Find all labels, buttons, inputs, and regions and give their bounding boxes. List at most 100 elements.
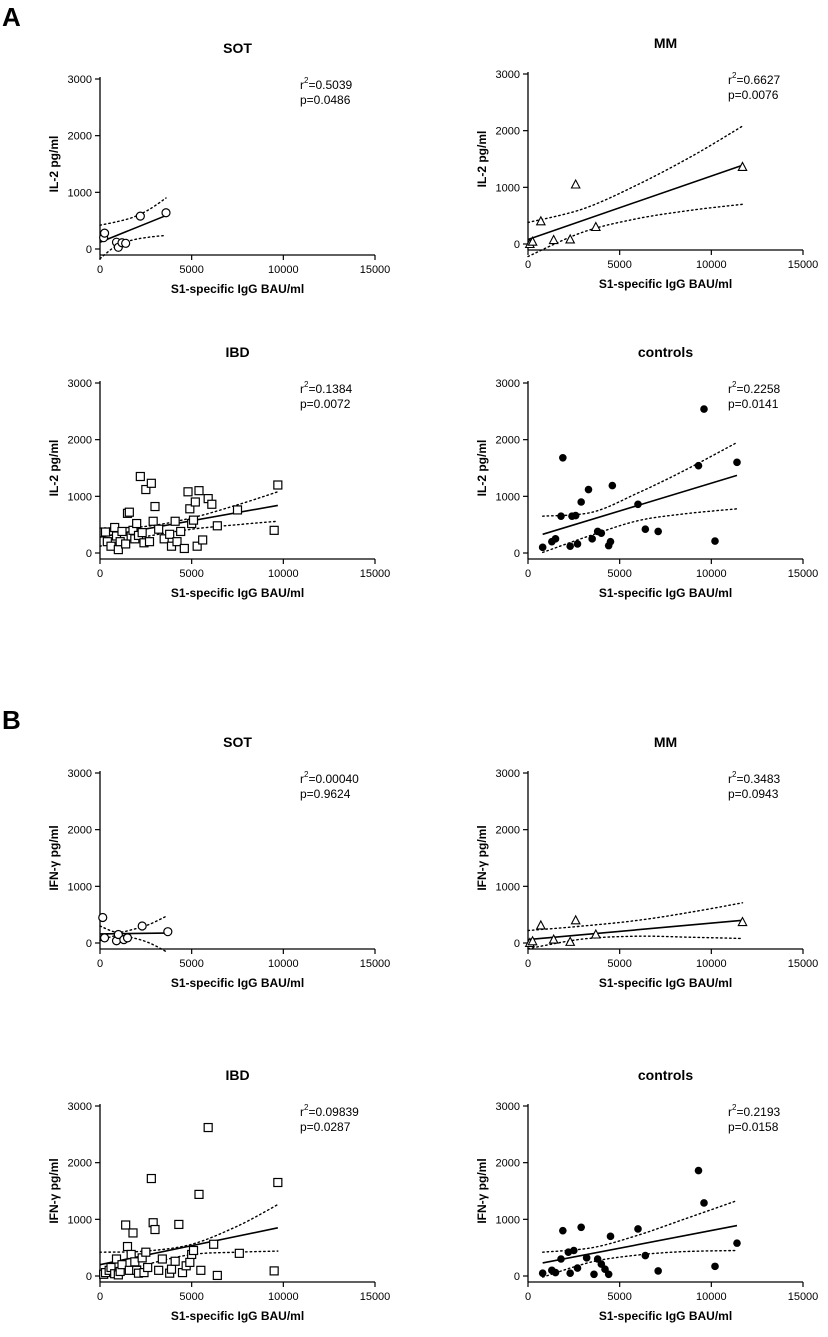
data-point xyxy=(135,211,145,221)
y-tick-label: 2000 xyxy=(496,126,520,138)
data-point xyxy=(128,1228,138,1238)
r-symbol: r xyxy=(728,772,732,786)
data-point xyxy=(269,1266,279,1276)
data-point xyxy=(551,535,560,543)
chart-title: IBD xyxy=(225,344,249,360)
data-point xyxy=(146,478,156,488)
r-superscript: 2 xyxy=(304,380,309,389)
r-superscript: 2 xyxy=(732,1103,737,1112)
data-point xyxy=(548,933,559,944)
ci-upper-curve xyxy=(542,441,738,517)
y-tick-label: 1000 xyxy=(68,187,92,199)
data-point xyxy=(176,526,186,537)
y-tick-label: 2000 xyxy=(496,435,520,447)
data-point xyxy=(582,1254,591,1262)
y-axis-label: IFN-γ pg/ml xyxy=(47,1158,61,1223)
data-point xyxy=(137,528,147,538)
y-tick-label: 3000 xyxy=(68,1101,92,1113)
x-axis-label: S1-specific IgG BAU/ml xyxy=(171,976,304,990)
x-tick-label: 0 xyxy=(525,568,531,580)
x-tick-label: 10000 xyxy=(696,958,727,970)
data-point xyxy=(577,1223,585,1232)
r-squared-value: =0.2258 xyxy=(736,382,780,396)
r-squared-label: r2=0.3483 xyxy=(728,770,780,786)
x-tick-label: 0 xyxy=(97,568,103,580)
data-point xyxy=(232,505,243,515)
data-point xyxy=(185,1257,195,1267)
data-point xyxy=(694,461,703,470)
x-tick-label: 15000 xyxy=(788,568,819,580)
data-point xyxy=(143,1262,153,1273)
data-point xyxy=(604,1270,613,1279)
r-squared-label: r2=0.5039 xyxy=(300,76,352,92)
data-point xyxy=(551,1268,560,1277)
x-tick-label: 0 xyxy=(525,958,531,970)
data-point xyxy=(733,1239,741,1247)
data-point xyxy=(634,1225,642,1233)
data-point xyxy=(192,541,202,551)
plot-ifng-sot: SOT 0 1000 2000 3000 0 5000 10000 15000 S1-specif… xyxy=(40,729,390,990)
data-point xyxy=(570,914,581,925)
data-point xyxy=(590,928,601,939)
data-point xyxy=(606,1232,615,1241)
data-point xyxy=(188,515,199,525)
panel-letter-b: B xyxy=(2,705,21,735)
chart-svg: MM 0 1000 2000 3000 0 5000 10000 15000 S1-specifi… xyxy=(475,35,818,291)
data-point xyxy=(161,208,171,218)
y-tick-label: 2000 xyxy=(68,1158,92,1170)
x-tick-label: 15000 xyxy=(360,958,391,970)
data-point xyxy=(141,484,151,495)
data-point xyxy=(538,1269,547,1277)
y-tick-label: 3000 xyxy=(496,69,520,81)
data-point xyxy=(203,1122,213,1133)
ci-upper-curve xyxy=(527,902,744,932)
regression-line xyxy=(99,214,167,243)
data-point xyxy=(146,1173,156,1184)
x-tick-label: 0 xyxy=(525,259,531,271)
r-superscript: 2 xyxy=(732,770,737,779)
data-point xyxy=(559,454,567,462)
data-point xyxy=(154,1265,164,1275)
data-point xyxy=(577,498,585,506)
x-tick-label: 10000 xyxy=(696,1291,727,1303)
data-point xyxy=(166,1264,177,1274)
data-point xyxy=(737,161,748,171)
data-point xyxy=(212,1270,222,1281)
x-axis-label: S1-specific IgG BAU/ml xyxy=(599,277,732,291)
plot-ifng-controls: controls 0 1000 2000 3000 0 5000 10000 15000 S1-s… xyxy=(468,1062,818,1323)
regression-line xyxy=(99,932,167,935)
chart-svg: SOT 0 1000 2000 3000 0 5000 10000 15000 S1-specif… xyxy=(47,734,390,990)
data-point xyxy=(99,933,110,943)
data-point xyxy=(273,480,283,490)
data-point xyxy=(113,929,123,940)
plot-il2-controls: controls 0 1000 2000 3000 0 5000 10000 15000 S1-s… xyxy=(468,339,818,600)
chart-title: controls xyxy=(638,1067,693,1083)
data-point xyxy=(559,1226,567,1235)
data-point xyxy=(234,1248,244,1258)
data-point xyxy=(99,228,110,238)
data-point xyxy=(641,525,650,533)
p-value-label: p=0.9624 xyxy=(300,787,351,801)
y-tick-label: 0 xyxy=(514,1271,520,1283)
y-axis-label: IFN-γ pg/ml xyxy=(47,825,61,890)
data-point xyxy=(273,1177,283,1188)
data-point xyxy=(584,485,593,494)
x-axis-label: S1-specific IgG BAU/ml xyxy=(599,586,732,600)
x-tick-label: 5000 xyxy=(179,958,203,970)
r-superscript: 2 xyxy=(732,380,737,389)
data-point xyxy=(700,405,708,413)
data-point xyxy=(190,497,200,507)
ci-lower-curve xyxy=(527,935,744,950)
y-axis-label: IFN-γ pg/ml xyxy=(475,825,489,890)
data-point xyxy=(711,1262,719,1271)
x-axis-label: S1-specific IgG BAU/ml xyxy=(171,1309,304,1323)
chart-title: IBD xyxy=(225,1067,249,1083)
data-point xyxy=(121,1220,131,1230)
data-point xyxy=(170,1256,180,1266)
x-tick-label: 15000 xyxy=(788,259,819,271)
x-tick-label: 5000 xyxy=(607,259,631,271)
y-tick-label: 2000 xyxy=(68,435,92,447)
y-tick-label: 3000 xyxy=(68,768,92,780)
y-tick-label: 3000 xyxy=(496,1101,520,1113)
y-tick-label: 0 xyxy=(514,548,520,560)
